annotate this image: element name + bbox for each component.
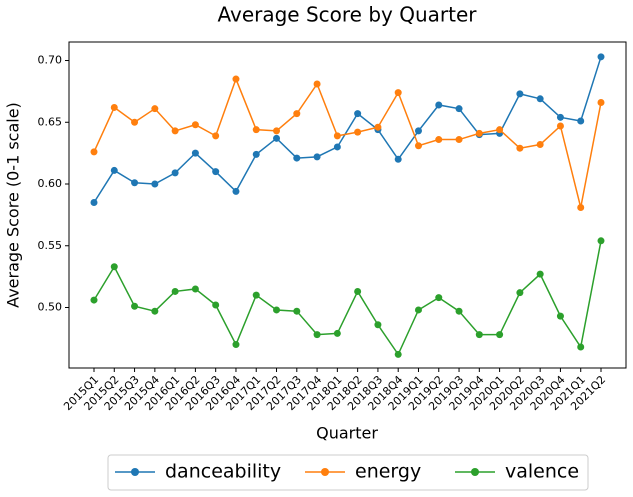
point: [232, 341, 240, 349]
point: [90, 296, 98, 304]
point: [374, 123, 382, 131]
point: [496, 331, 504, 339]
point: [577, 117, 585, 125]
point: [131, 118, 139, 126]
series-line: [93, 76, 602, 208]
legend-label: valence: [505, 461, 579, 483]
legend-label: danceability: [165, 461, 281, 483]
point: [414, 142, 422, 150]
point: [171, 287, 179, 295]
point: [191, 285, 199, 293]
legend-label: energy: [355, 461, 421, 483]
point: [293, 110, 301, 118]
point: [110, 166, 118, 174]
point: [273, 306, 281, 314]
point: [313, 80, 321, 88]
legend-marker: [131, 468, 139, 476]
legend-box: [107, 454, 589, 491]
series-line: [93, 240, 602, 356]
point: [577, 203, 585, 211]
point: [475, 331, 483, 339]
y-tick-label: 0.50: [38, 300, 63, 313]
point: [333, 143, 341, 151]
point: [212, 168, 220, 176]
point: [556, 122, 564, 130]
legend-marker: [321, 468, 329, 476]
point: [110, 263, 118, 271]
point: [516, 289, 524, 297]
point: [536, 140, 544, 148]
point: [212, 301, 220, 309]
point: [536, 95, 544, 103]
x-axis-label: Quarter: [316, 424, 378, 443]
plot-frame: [68, 41, 627, 369]
point: [455, 307, 463, 315]
chart-title: Average Score by Quarter: [217, 3, 477, 27]
point: [252, 126, 260, 134]
point: [333, 132, 341, 140]
point: [516, 90, 524, 98]
point: [475, 129, 483, 137]
point: [131, 302, 139, 310]
point: [273, 134, 281, 142]
point: [171, 127, 179, 135]
point: [151, 307, 159, 315]
point: [577, 343, 585, 351]
point: [313, 153, 321, 161]
point: [556, 113, 564, 121]
point: [232, 75, 240, 83]
point: [212, 132, 220, 140]
point: [536, 270, 544, 278]
point: [414, 306, 422, 314]
y-axis-label: Average Score (0-1 scale): [4, 102, 23, 308]
y-tick-label: 0.65: [38, 115, 63, 128]
point: [313, 331, 321, 339]
point: [293, 154, 301, 162]
point: [191, 149, 199, 157]
y-tick-label: 0.55: [38, 239, 63, 252]
point: [597, 53, 605, 61]
series-line: [93, 56, 602, 203]
point: [110, 103, 118, 111]
point: [597, 99, 605, 107]
y-tick-label: 0.70: [38, 54, 63, 67]
point: [171, 169, 179, 177]
point: [394, 155, 402, 163]
point: [273, 127, 281, 135]
point: [151, 105, 159, 113]
point: [516, 144, 524, 152]
point: [394, 89, 402, 97]
point: [131, 179, 139, 187]
point: [354, 128, 362, 136]
point: [354, 287, 362, 295]
y-tick-label: 0.60: [38, 177, 63, 190]
point: [435, 294, 443, 302]
point: [191, 121, 199, 129]
point: [435, 136, 443, 144]
point: [90, 148, 98, 156]
point: [455, 136, 463, 144]
point: [252, 291, 260, 299]
point: [354, 110, 362, 118]
point: [333, 329, 341, 337]
point: [232, 187, 240, 195]
point: [252, 150, 260, 158]
point: [455, 105, 463, 113]
point: [90, 199, 98, 207]
point: [435, 101, 443, 109]
point: [414, 127, 422, 135]
point: [293, 307, 301, 315]
point: [394, 350, 402, 358]
point: [151, 180, 159, 188]
point: [496, 126, 504, 134]
legend-marker: [471, 468, 479, 476]
point: [556, 312, 564, 320]
point: [597, 237, 605, 245]
point: [374, 321, 382, 329]
